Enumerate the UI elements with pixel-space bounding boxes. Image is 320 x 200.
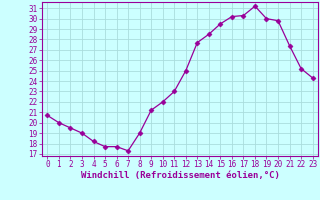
- X-axis label: Windchill (Refroidissement éolien,°C): Windchill (Refroidissement éolien,°C): [81, 171, 279, 180]
